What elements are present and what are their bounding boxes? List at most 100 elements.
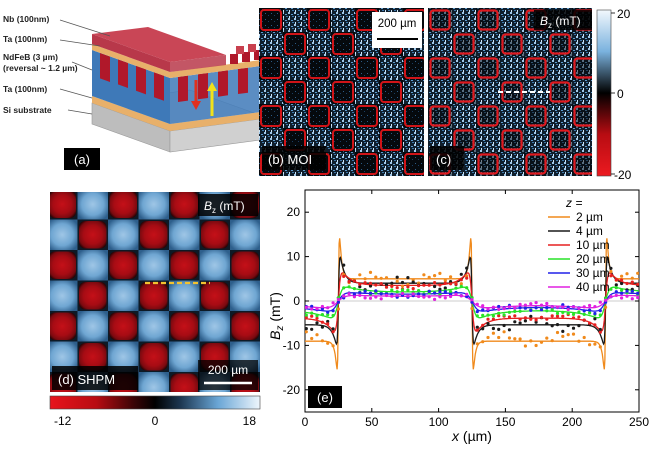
image-tile xyxy=(548,152,572,176)
y-tick-label: -10 xyxy=(283,338,301,352)
panel-e-chart: 0 50 100 150 200 250 -20 -10 0 10 20 Bz (mT) x (µm… xyxy=(267,189,649,444)
data-point-4um xyxy=(614,283,618,287)
data-point-30um xyxy=(363,289,367,293)
data-point-20um xyxy=(577,310,581,314)
data-point-2um xyxy=(486,335,490,340)
data-point-10um xyxy=(507,315,511,319)
domain-edge xyxy=(549,129,571,151)
layer-label-ta-bottom: Ta (100nm) xyxy=(3,84,47,94)
data-point-30um xyxy=(475,310,479,314)
image-tile xyxy=(428,32,452,56)
domain-square xyxy=(109,192,137,218)
domain-square xyxy=(201,282,229,310)
domain xyxy=(218,70,228,97)
data-point-40um xyxy=(609,294,613,299)
domain xyxy=(178,75,188,102)
data-point-10um xyxy=(475,328,479,332)
data-point-2um xyxy=(310,336,314,341)
data-point-2um xyxy=(598,345,602,349)
data-point-30um xyxy=(518,306,522,310)
data-point-20um xyxy=(305,313,308,317)
image-tile xyxy=(379,104,403,128)
data-point-4um xyxy=(491,326,495,331)
data-point-20um xyxy=(582,312,586,316)
data-point-20um xyxy=(315,314,319,318)
domain-edge xyxy=(260,57,282,79)
data-point-40um xyxy=(630,297,634,301)
image-tile xyxy=(77,192,108,220)
data-point-10um xyxy=(320,320,324,324)
image-tile xyxy=(50,280,78,311)
data-point-40um xyxy=(384,293,389,298)
data-point-10um xyxy=(310,314,314,318)
data-point-2um xyxy=(630,276,634,280)
data-point-10um xyxy=(363,281,367,285)
data-point-10um xyxy=(465,276,469,280)
data-point-40um xyxy=(545,301,549,306)
image-tile xyxy=(403,152,424,176)
data-point-30um xyxy=(561,303,565,307)
data-point-40um xyxy=(555,305,560,309)
x-tick-label: 150 xyxy=(495,415,515,429)
data-point-10um xyxy=(459,278,463,282)
data-point-4um xyxy=(561,329,565,333)
image-tile xyxy=(283,80,307,104)
data-point-10um xyxy=(582,318,586,322)
image-tile xyxy=(500,8,524,32)
data-point-4um xyxy=(438,287,442,291)
data-point-40um xyxy=(502,307,506,311)
image-tile xyxy=(403,56,424,80)
image-tile xyxy=(259,104,283,128)
image-tile xyxy=(524,128,548,152)
data-point-40um xyxy=(390,294,394,298)
image-tile xyxy=(259,32,283,56)
domain-edge xyxy=(429,57,451,79)
data-point-2um xyxy=(588,343,592,347)
x-tick-label: 50 xyxy=(365,415,379,429)
data-point-40um xyxy=(422,295,426,299)
data-point-2um xyxy=(326,341,330,345)
data-point-30um xyxy=(358,291,362,295)
data-point-10um xyxy=(368,281,373,285)
image-tile xyxy=(199,311,230,342)
image-tile xyxy=(138,311,169,342)
pillar xyxy=(236,46,244,54)
data-point-20um xyxy=(588,311,592,315)
data-point-30um xyxy=(352,292,356,296)
domain-edge xyxy=(260,9,282,31)
data-point-4um xyxy=(368,284,373,288)
image-tile xyxy=(452,8,476,32)
data-point-40um xyxy=(342,294,346,298)
data-point-40um xyxy=(486,307,490,311)
data-point-20um xyxy=(331,313,335,318)
domain-edge xyxy=(477,105,499,127)
data-point-40um xyxy=(305,305,308,309)
data-point-4um xyxy=(534,320,538,324)
data-point-40um xyxy=(481,304,485,308)
domain-edge xyxy=(477,9,499,31)
data-point-4um xyxy=(545,322,549,326)
domain-edge xyxy=(477,153,499,175)
data-point-2um xyxy=(422,273,426,277)
axes: 0 50 100 150 200 250 -20 -10 0 10 20 xyxy=(283,190,649,429)
data-point-2um xyxy=(449,275,453,279)
data-point-20um xyxy=(609,287,613,291)
image-tile xyxy=(355,56,379,80)
data-point-10um xyxy=(358,282,362,286)
data-point-10um xyxy=(379,282,383,286)
image-tile xyxy=(500,56,524,80)
data-point-4um xyxy=(571,326,576,330)
data-point-4um xyxy=(502,323,506,328)
panel-d-tag-box xyxy=(52,366,138,390)
data-point-40um xyxy=(470,298,474,302)
domain-pillars xyxy=(230,44,262,64)
nb-front xyxy=(92,34,170,72)
image-tile xyxy=(548,104,572,128)
image-tile xyxy=(572,80,592,104)
colorbar-vertical xyxy=(596,9,612,177)
data-point-10um xyxy=(342,274,346,278)
data-point-40um xyxy=(614,293,618,297)
data-point-40um xyxy=(459,294,463,298)
series-points xyxy=(305,263,639,349)
image-tile xyxy=(259,80,283,104)
